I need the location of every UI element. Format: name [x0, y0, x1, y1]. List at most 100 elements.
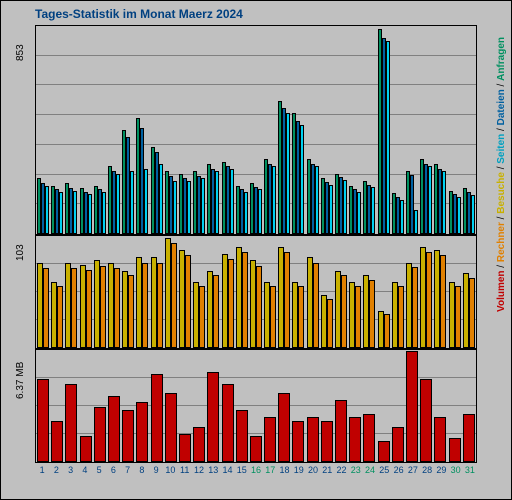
x-tick: 15 — [237, 465, 247, 475]
legend-item-seiten: Seiten — [496, 134, 507, 164]
day-group — [363, 26, 377, 234]
rechner-bar — [114, 268, 120, 348]
volumen-bar — [65, 384, 77, 462]
day-group — [179, 26, 193, 234]
day-group — [236, 26, 250, 234]
rechner-bar — [398, 286, 404, 348]
rechner-bar — [469, 278, 475, 348]
x-tick: 30 — [451, 465, 461, 475]
rechner-bar — [57, 286, 63, 348]
rechner-bar — [341, 275, 347, 348]
panel-bottom — [35, 349, 477, 463]
seiten-bar — [371, 187, 375, 234]
volumen-bar — [335, 400, 347, 462]
day-group — [378, 236, 392, 348]
seiten-bar — [258, 189, 262, 234]
rechner-bar — [313, 263, 319, 348]
x-tick: 14 — [222, 465, 232, 475]
seiten-bar — [400, 200, 404, 234]
day-group — [136, 26, 150, 234]
rechner-bar — [284, 252, 290, 348]
legend-item-anfragen: Anfragen — [496, 37, 507, 81]
volumen-bar — [406, 351, 418, 462]
day-group — [392, 236, 406, 348]
x-tick: 29 — [436, 465, 446, 475]
seiten-bar — [130, 171, 134, 234]
day-group — [420, 350, 434, 462]
seiten-bar — [187, 181, 191, 234]
volumen-bar — [434, 417, 446, 462]
rechner-bar — [199, 286, 205, 348]
seiten-bar — [45, 186, 49, 234]
volumen-bar — [37, 379, 49, 462]
seiten-bar — [201, 178, 205, 234]
day-group — [94, 26, 108, 234]
x-tick: 27 — [408, 465, 418, 475]
seiten-bar — [272, 166, 276, 234]
day-group — [37, 350, 51, 462]
seiten-bar — [343, 180, 347, 234]
seiten-bar — [244, 192, 248, 234]
day-group — [349, 236, 363, 348]
day-group — [80, 26, 94, 234]
panel1-ylabel: 853 — [15, 44, 26, 61]
rechner-bar — [213, 275, 219, 348]
rechner-bar — [185, 255, 191, 348]
rechner-bar — [455, 286, 461, 348]
x-tick: 7 — [125, 465, 130, 475]
day-group — [207, 236, 221, 348]
panel-middle — [35, 235, 477, 349]
day-group — [94, 236, 108, 348]
legend-separator: / — [496, 262, 507, 270]
day-group — [335, 350, 349, 462]
volumen-bar — [122, 410, 134, 462]
day-group — [207, 26, 221, 234]
panel2-ylabel: 103 — [15, 244, 26, 261]
day-group — [449, 26, 463, 234]
rechner-bar — [355, 286, 361, 348]
day-group — [108, 26, 122, 234]
volumen-bar — [222, 384, 234, 462]
x-tick: 19 — [294, 465, 304, 475]
day-group — [193, 350, 207, 462]
day-group — [151, 350, 165, 462]
x-tick: 10 — [165, 465, 175, 475]
seiten-bar — [73, 191, 77, 234]
day-group — [80, 236, 94, 348]
day-group — [51, 26, 65, 234]
day-group — [321, 236, 335, 348]
day-group — [363, 236, 377, 348]
seiten-bar — [471, 195, 475, 234]
day-group — [278, 26, 292, 234]
x-tick: 17 — [265, 465, 275, 475]
x-tick: 13 — [208, 465, 218, 475]
side-legend: Volumen / Rechner / Besuche / Seiten / D… — [496, 37, 507, 312]
rechner-bar — [412, 267, 418, 348]
x-tick: 18 — [280, 465, 290, 475]
day-group — [236, 350, 250, 462]
panel3-ylabel: 6.37 MB — [15, 362, 26, 399]
day-group — [463, 236, 477, 348]
day-group — [264, 350, 278, 462]
volumen-bar — [292, 421, 304, 462]
volumen-bar — [264, 417, 276, 462]
day-group — [108, 350, 122, 462]
day-group — [335, 26, 349, 234]
day-group — [392, 26, 406, 234]
volumen-bar — [463, 414, 475, 462]
legend-separator: / — [496, 81, 507, 89]
volumen-bar — [136, 402, 148, 462]
legend-item-volumen: Volumen — [496, 270, 507, 311]
day-group — [136, 350, 150, 462]
day-group — [449, 236, 463, 348]
day-group — [122, 350, 136, 462]
x-tick: 31 — [465, 465, 475, 475]
volumen-bar — [236, 410, 248, 462]
day-group — [321, 26, 335, 234]
day-group — [165, 236, 179, 348]
day-group — [392, 350, 406, 462]
x-tick: 3 — [68, 465, 73, 475]
volumen-bar — [278, 393, 290, 462]
chart-frame: Tages-Statistik im Monat Maerz 2024 853 … — [0, 0, 512, 500]
day-group — [292, 236, 306, 348]
